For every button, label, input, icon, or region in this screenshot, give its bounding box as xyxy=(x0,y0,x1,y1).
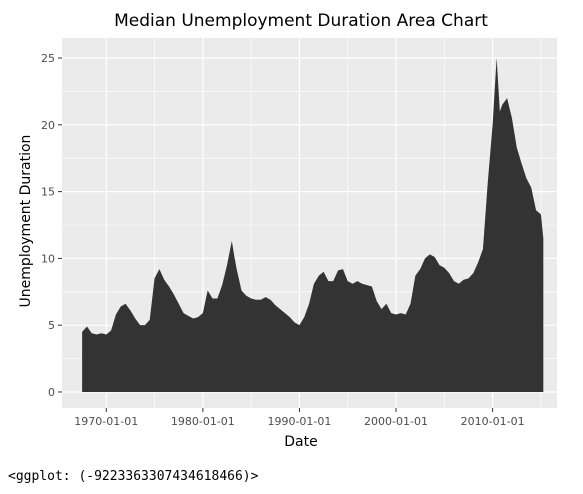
y-axis: 0 5 10 15 20 25 xyxy=(41,52,62,399)
x-tick-label: 2010-01-01 xyxy=(461,415,525,428)
x-axis-title: Date xyxy=(284,434,317,450)
y-tick-label: 25 xyxy=(41,52,55,65)
x-axis: 1970-01-01 1980-01-01 1990-01-01 2000-01-01… xyxy=(74,408,525,428)
chart-title: Median Unemployment Duration Area Chart xyxy=(114,11,488,31)
x-tick-label: 1990-01-01 xyxy=(267,415,331,428)
ggplot-output-repr: <ggplot: (-9223363307434618466)> xyxy=(8,469,259,484)
y-axis-title: Unemployment Duration xyxy=(18,135,34,308)
x-tick-label: 2000-01-01 xyxy=(364,415,428,428)
y-tick-label: 0 xyxy=(48,386,55,399)
y-tick-label: 15 xyxy=(41,186,55,199)
y-tick-label: 10 xyxy=(41,252,55,265)
y-tick-label: 5 xyxy=(48,319,55,332)
y-tick-label: 20 xyxy=(41,119,55,132)
x-tick-label: 1980-01-01 xyxy=(171,415,235,428)
area-series xyxy=(82,58,544,392)
x-tick-label: 1970-01-01 xyxy=(74,415,138,428)
